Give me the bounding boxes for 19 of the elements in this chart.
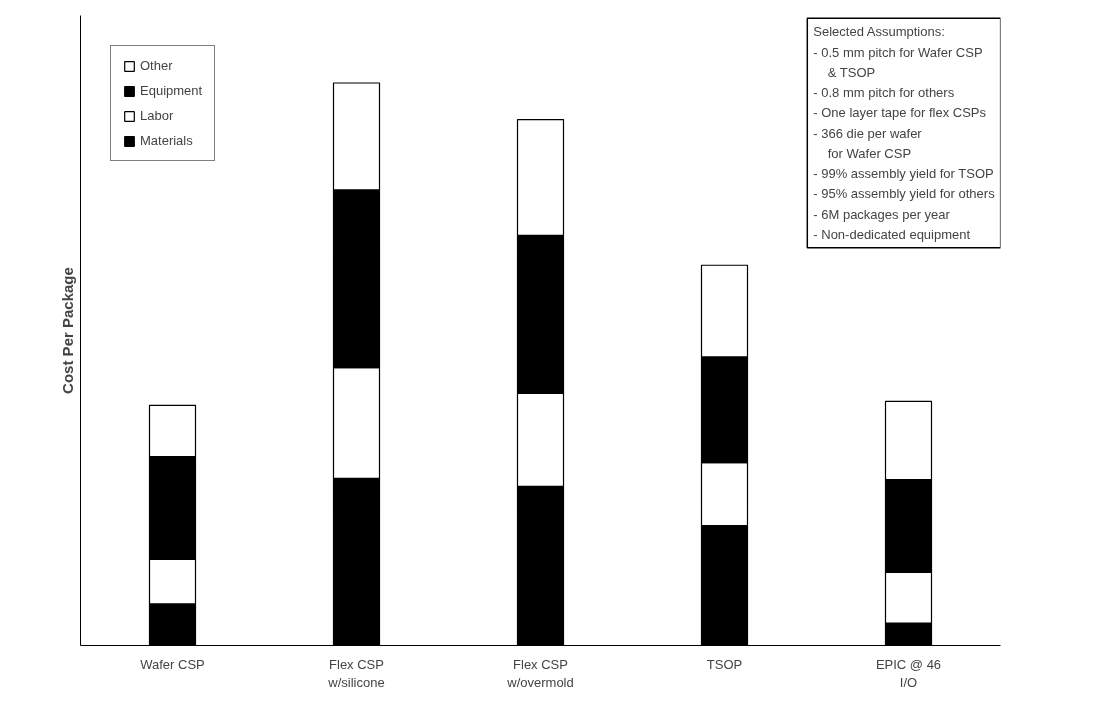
legend-label: Materials [140, 133, 193, 148]
annotation: - 99% assembly yield for TSOP [813, 166, 994, 182]
annotation: - 95% assembly yield for others [813, 186, 996, 202]
text: - 0.5 mm pitch for Wafer CSP & TSOP [813, 44, 983, 80]
y-axis-title: Cost Per Package [58, 267, 76, 394]
annotation: - Non-dedicated equipment [813, 226, 971, 242]
annotation: - 0.8 mm pitch for others [813, 85, 955, 101]
x-tick-label: Flex CSP w/silicone [327, 656, 385, 690]
text: Selected Assumptions: [813, 24, 945, 40]
legend-label: Labor [140, 108, 174, 123]
x-tick-label: Wafer CSP [140, 656, 205, 672]
x-tick-label: TSOP [706, 656, 743, 672]
x-tick-label: EPIC @ 46 I/O [875, 656, 942, 690]
x-tick-label: Flex CSP w/overmold [506, 656, 574, 690]
annotation: - One layer tape for flex CSPs [813, 105, 987, 121]
annotation: - 6M packages per year [813, 206, 951, 222]
legend-label: Other [140, 58, 173, 73]
annotation: - 366 die per wafer for Wafer CSP [813, 125, 923, 161]
legend-label: Equipment [140, 83, 203, 98]
